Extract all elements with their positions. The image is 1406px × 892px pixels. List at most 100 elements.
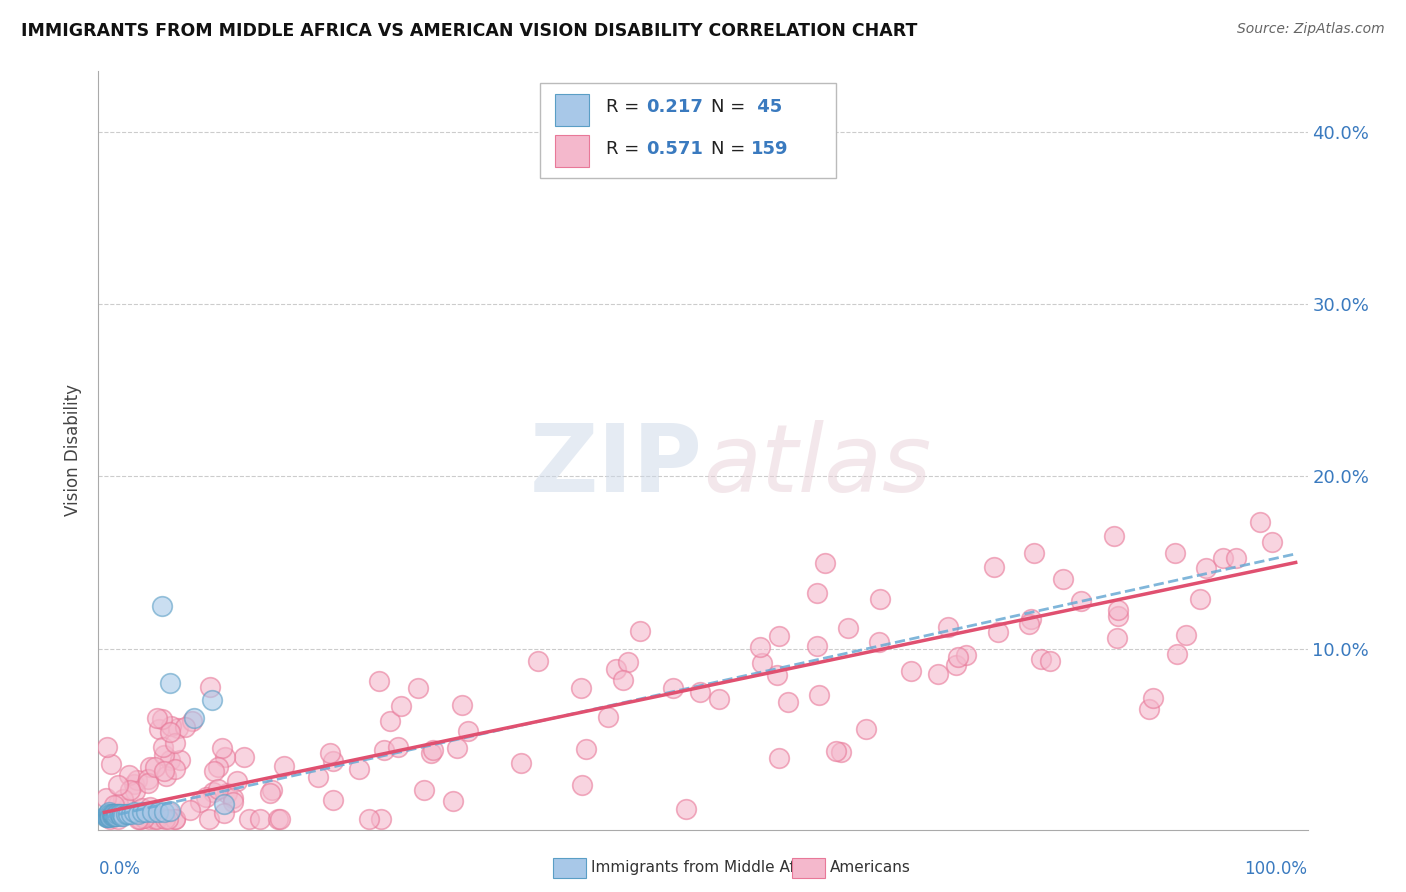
Point	[110, 809, 132, 823]
Text: N =: N =	[711, 140, 751, 158]
Text: atlas: atlas	[703, 420, 931, 511]
Point	[450, 698, 472, 713]
Point	[97, 810, 120, 824]
Point	[207, 781, 229, 796]
Point	[118, 768, 141, 782]
Point	[269, 812, 291, 826]
Point	[145, 812, 167, 826]
Point	[1212, 550, 1234, 565]
Point	[153, 805, 176, 820]
Point	[575, 742, 598, 756]
Text: R =: R =	[606, 140, 645, 158]
Y-axis label: Vision Disability: Vision Disability	[65, 384, 83, 516]
Point	[987, 625, 1010, 640]
Point	[946, 650, 969, 665]
Point	[128, 805, 150, 820]
Point	[94, 809, 117, 823]
Point	[267, 812, 290, 826]
Point	[127, 812, 149, 826]
Point	[112, 792, 135, 806]
Point	[1107, 602, 1129, 616]
Point	[814, 556, 837, 570]
Point	[1261, 535, 1284, 549]
Point	[201, 784, 224, 798]
Point	[1107, 609, 1129, 624]
Point	[1039, 654, 1062, 668]
Point	[1189, 591, 1212, 606]
Point	[1052, 572, 1074, 586]
Point	[103, 809, 125, 823]
Point	[215, 786, 238, 800]
Point	[198, 812, 221, 826]
Point	[1225, 551, 1247, 566]
Point	[370, 812, 392, 826]
Point	[103, 798, 125, 813]
Point	[707, 692, 730, 706]
Point	[368, 674, 391, 689]
Point	[768, 629, 790, 643]
Point	[1166, 647, 1188, 661]
Point	[120, 807, 142, 822]
Point	[441, 794, 464, 808]
Point	[98, 805, 121, 820]
Point	[155, 769, 177, 783]
Point	[808, 689, 831, 703]
Point	[150, 712, 173, 726]
Point	[180, 714, 202, 729]
Point	[222, 791, 245, 805]
Point	[319, 747, 342, 761]
Point	[373, 743, 395, 757]
Point	[159, 804, 181, 818]
Point	[135, 805, 157, 820]
Point	[145, 759, 167, 773]
Point	[122, 805, 145, 820]
Point	[630, 624, 652, 638]
Point	[100, 805, 122, 819]
Point	[125, 772, 148, 787]
Point	[141, 805, 163, 820]
Point	[422, 743, 444, 757]
Point	[806, 586, 828, 600]
Text: Source: ZipAtlas.com: Source: ZipAtlas.com	[1237, 22, 1385, 37]
Point	[955, 648, 977, 662]
Text: Immigrants from Middle Africa: Immigrants from Middle Africa	[591, 861, 823, 875]
Point	[150, 599, 173, 613]
Point	[689, 685, 711, 699]
Point	[825, 744, 848, 758]
Bar	[555, 135, 589, 167]
Point	[97, 807, 120, 822]
Point	[662, 681, 685, 695]
Point	[159, 753, 181, 767]
Point	[101, 807, 124, 822]
Point	[157, 805, 180, 819]
Point	[765, 668, 787, 682]
Point	[249, 812, 271, 826]
Point	[100, 807, 122, 822]
Point	[150, 811, 173, 825]
Point	[117, 807, 139, 822]
Point	[1022, 547, 1045, 561]
Point	[111, 807, 134, 822]
Point	[107, 812, 129, 826]
Point	[97, 809, 120, 823]
Point	[748, 640, 770, 655]
Point	[837, 621, 859, 635]
Point	[389, 699, 412, 714]
Point	[569, 681, 592, 696]
Point	[1105, 631, 1128, 645]
Point	[207, 760, 229, 774]
Point	[617, 655, 640, 669]
Point	[202, 764, 225, 778]
Point	[115, 807, 138, 822]
Point	[378, 714, 401, 728]
Point	[983, 560, 1005, 574]
Point	[136, 772, 159, 786]
Point	[107, 807, 129, 822]
Point	[165, 736, 187, 750]
Point	[165, 762, 187, 776]
Point	[156, 812, 179, 826]
Point	[134, 811, 156, 825]
Point	[855, 722, 877, 736]
Point	[103, 807, 125, 822]
Point	[94, 790, 117, 805]
